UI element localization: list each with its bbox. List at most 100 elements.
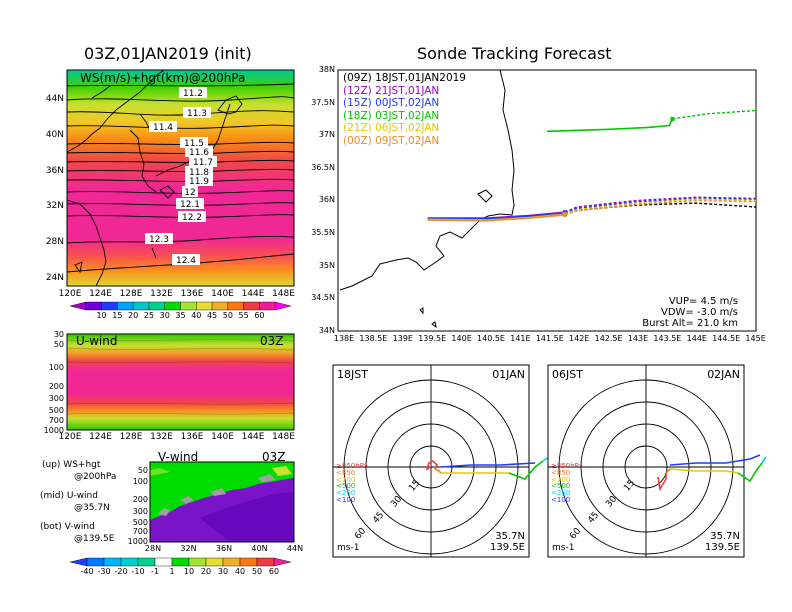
track-line-descent: [564, 198, 756, 215]
track-line-descent: [564, 199, 756, 216]
hodograph-pressure-label: <850: [336, 468, 356, 477]
contour-label: 11.7: [193, 158, 213, 168]
track-title: Sonde Tracking Forecast: [417, 44, 612, 63]
vwind-lat-label: 28N: [144, 544, 162, 553]
map-lon-label: 120E: [58, 289, 82, 299]
contour-label: 11.2: [183, 89, 203, 99]
colorbar-tick: 35: [175, 311, 186, 320]
colorbar-swatch: [103, 557, 122, 567]
hodograph-lat: 35.7N: [710, 531, 740, 542]
map-lat-label: 28N: [45, 237, 64, 248]
contour-label-box: [179, 87, 207, 98]
colorbar-swatch: [205, 557, 224, 567]
contour-label-box: [182, 186, 198, 197]
hodograph-time: 06JST: [552, 368, 583, 381]
hodograph-trace: [737, 462, 763, 483]
colorbar-tick: -10: [131, 567, 145, 576]
map-lat-label: 24N: [45, 273, 64, 283]
colorbar-swatch: [180, 301, 197, 311]
map-lon-label: 144E: [241, 289, 265, 299]
hodograph-pressure-label: <500: [336, 482, 356, 491]
colorbar-swatch: [148, 301, 165, 311]
track-legend-entry: (15Z) 00JST,02JAN: [343, 97, 440, 109]
uwind-pressure-label: 1000: [43, 426, 64, 435]
legend-up-level: @200hPa: [74, 472, 117, 482]
colorbar-tick: 60: [268, 567, 280, 576]
colorbar-swatch: [188, 557, 207, 567]
track-lon-label: 139.5E: [418, 334, 447, 343]
hodograph-pressure-label: <700: [336, 475, 356, 484]
hodograph-time: 18JST: [337, 368, 368, 381]
map-lon-label: 136E: [180, 289, 204, 299]
uwind-pressure-label: 100: [48, 363, 64, 372]
map-lon-label: 148E: [272, 289, 295, 299]
track-lon-label: 140E: [451, 334, 472, 343]
track-map: [337, 69, 757, 332]
colorbar-tick: 1: [169, 567, 175, 576]
contour-label-box: [149, 121, 177, 132]
colorbar-swatch: [243, 301, 260, 311]
track-lat-label: 37.5N: [311, 97, 335, 107]
colorbar-tick: 10: [96, 311, 107, 320]
track-lon-label: 143.5E: [653, 334, 682, 343]
colorbar-swatch: [227, 301, 244, 311]
colorbar-tick: 55: [238, 311, 249, 320]
colorbar-tick: 40: [191, 311, 202, 320]
legend-mid-level: @35.7N: [74, 503, 110, 513]
contour-label-box: [185, 175, 213, 186]
contour-label: 12.2: [182, 213, 202, 223]
hodograph-date: 02JAN: [707, 368, 740, 381]
burst-marker: [562, 212, 567, 217]
legend-bot: (bot) V-wind: [40, 522, 95, 532]
colorbar-swatch: [86, 557, 105, 567]
track-legend-entry: (21Z) 06JST,02JAN: [343, 122, 440, 134]
track-line-descent: [564, 196, 756, 213]
colorbar-swatch: [120, 557, 139, 567]
colorbar-swatch: [101, 301, 118, 311]
colorbar-swatch: [69, 557, 88, 567]
contour-label: 12.3: [149, 235, 169, 245]
uwind-lon-label: 124E: [89, 432, 112, 442]
hodograph-pressure-label: <850: [551, 468, 571, 477]
colorbar-swatch: [222, 557, 241, 567]
vwind-time: 03Z: [262, 450, 286, 464]
uwind-lon-label: 128E: [119, 432, 143, 442]
colorbar-swatch: [196, 301, 213, 311]
uwind-pressure-label: 50: [53, 340, 64, 349]
map-lon-label: 132E: [150, 289, 173, 299]
uwind-pressure-label: 300: [48, 394, 64, 403]
colorbar-tick: 15: [112, 311, 123, 320]
colorbar-tick: 50: [251, 567, 263, 576]
uwind-pressure-label: 200: [48, 382, 64, 391]
vwind-pressure-label: 100: [132, 477, 148, 486]
hodograph-pressure-label: <250: [551, 489, 571, 498]
colorbar-tick: -20: [114, 567, 128, 576]
ws-map-panel: 11.2 11.3 11.4 11.511.611.711.811.912 12.1 12…: [66, 69, 295, 287]
vwind-lat-label: 40N: [251, 544, 268, 553]
uwind-label: U-wind: [76, 334, 118, 348]
hodograph-panel-1: [332, 364, 550, 558]
colorbar-swatch: [132, 301, 150, 311]
colorbar-swatch: [275, 301, 292, 311]
colorbar-tick: 50: [222, 311, 233, 320]
track-lon-label: 139E: [392, 334, 413, 343]
colorbar-tick: 20: [200, 567, 212, 576]
legend-mid: (mid) U-wind: [40, 491, 98, 501]
burst-marker: [670, 116, 675, 121]
colorbar-tick: 40: [234, 567, 246, 576]
contour-label: 11.5: [184, 139, 204, 149]
contour-label: 11.6: [189, 148, 209, 158]
uwind-lon-label: 144E: [241, 432, 265, 442]
hodograph-pressure-label: <100: [551, 496, 571, 504]
colorbar-swatch: [256, 557, 275, 567]
vwind-lat-label: 36N: [215, 544, 233, 553]
hodograph-lon: 139.5E: [490, 542, 525, 553]
uwind-pressure-label: 500: [48, 406, 64, 415]
colorbar-swatch: [211, 301, 229, 311]
track-line-descent: [564, 197, 756, 214]
map-lat-label: 40N: [45, 129, 64, 140]
colorbar-tick: 10: [183, 567, 195, 576]
colorbar-swatch: [137, 557, 156, 567]
contour-label: 12.1: [180, 200, 200, 210]
